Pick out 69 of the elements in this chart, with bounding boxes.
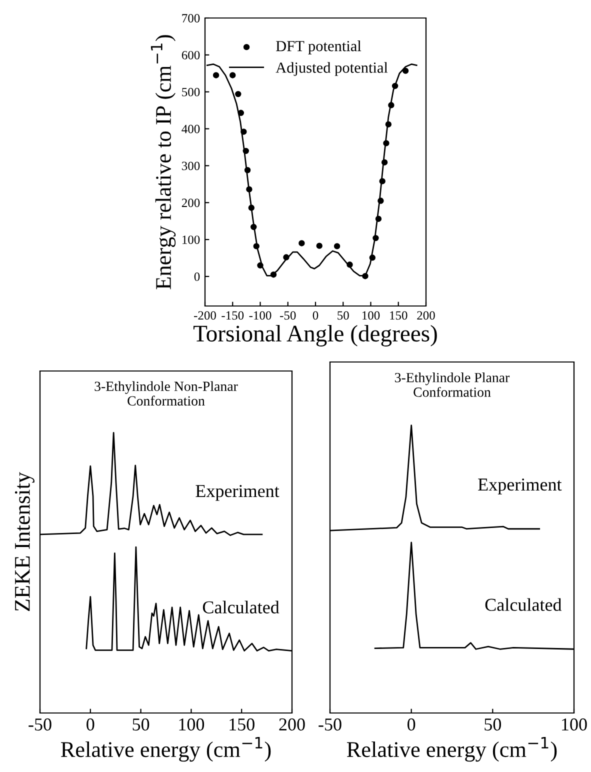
point bbox=[240, 128, 247, 135]
point bbox=[378, 198, 384, 204]
point bbox=[388, 102, 394, 108]
x-tick-label: 0 bbox=[86, 718, 94, 731]
point bbox=[392, 82, 398, 90]
x-tick-label: -50 bbox=[28, 718, 52, 731]
x-tick-label: 150 bbox=[230, 718, 254, 731]
x-tick-label: 200 bbox=[279, 718, 305, 731]
point bbox=[381, 159, 388, 166]
chart-title: 3-Ethylindole Planar Conformation bbox=[395, 372, 510, 397]
x-tick-label: 200 bbox=[417, 311, 435, 320]
point bbox=[316, 242, 322, 249]
point bbox=[369, 254, 376, 261]
x-tick-label: -100 bbox=[249, 311, 272, 320]
point bbox=[372, 234, 379, 242]
point bbox=[253, 243, 260, 250]
x-tick-label: 0 bbox=[312, 311, 318, 320]
point bbox=[383, 140, 390, 146]
x-tick-label: 50 bbox=[132, 718, 150, 731]
series-label: Experiment bbox=[196, 484, 280, 501]
y-tick-label: 300 bbox=[182, 162, 200, 170]
y-tick-label: 0 bbox=[194, 272, 200, 281]
point bbox=[242, 148, 249, 154]
point bbox=[257, 262, 264, 268]
point bbox=[375, 216, 382, 222]
point bbox=[235, 90, 242, 98]
legend-label: DFT potential bbox=[276, 40, 362, 54]
x-tick-label: -50 bbox=[280, 311, 296, 320]
point bbox=[283, 254, 290, 260]
point bbox=[346, 262, 353, 268]
point bbox=[385, 121, 392, 128]
point bbox=[212, 72, 220, 78]
point bbox=[244, 167, 251, 174]
point bbox=[402, 68, 409, 74]
y-tick-label: 400 bbox=[182, 124, 200, 134]
legend-label: Adjusted potential bbox=[276, 62, 388, 76]
point bbox=[362, 272, 368, 280]
x-tick-label: -50 bbox=[318, 718, 342, 731]
series-label: Experiment bbox=[478, 478, 562, 494]
x-tick-label: -200 bbox=[194, 311, 216, 320]
x-tick-label: 0 bbox=[408, 718, 416, 731]
x-tick-label: 150 bbox=[390, 311, 408, 320]
x-tick-label: -150 bbox=[222, 311, 244, 320]
point bbox=[270, 272, 277, 278]
y-tick-label: 700 bbox=[182, 14, 200, 22]
point bbox=[334, 243, 340, 250]
y-axis-title: ZEKE Intensity bbox=[14, 472, 34, 611]
y-axis-title: Energy relative to IP (cm$^{−1}$) bbox=[150, 35, 176, 290]
x-tick-label: 50 bbox=[484, 718, 502, 731]
y-tick-label: 100 bbox=[182, 236, 200, 244]
chart-title: 3-Ethylindole Non-Planar Conformation bbox=[94, 381, 238, 406]
point bbox=[248, 204, 255, 211]
y-tick-label: 500 bbox=[182, 88, 200, 96]
y-tick-label: 600 bbox=[182, 50, 200, 60]
point bbox=[250, 224, 257, 230]
point bbox=[379, 178, 386, 184]
point bbox=[246, 186, 252, 192]
x-tick-label: 50 bbox=[338, 311, 349, 320]
x-axis-title: Relative energy (cm$^{−1}$) bbox=[60, 737, 271, 762]
point bbox=[238, 110, 244, 116]
x-axis-title: Torsional Angle (degrees) bbox=[193, 324, 437, 346]
y-tick-label: 200 bbox=[182, 198, 200, 208]
x-tick-label: 100 bbox=[562, 718, 587, 731]
series-label: Calculated bbox=[202, 600, 280, 614]
point bbox=[230, 72, 236, 78]
point bbox=[298, 240, 305, 246]
series-label: Calculated bbox=[485, 598, 562, 611]
x-axis-title: Relative energy (cm$^{−1}$) bbox=[346, 737, 557, 762]
x-tick-label: 100 bbox=[362, 311, 380, 320]
